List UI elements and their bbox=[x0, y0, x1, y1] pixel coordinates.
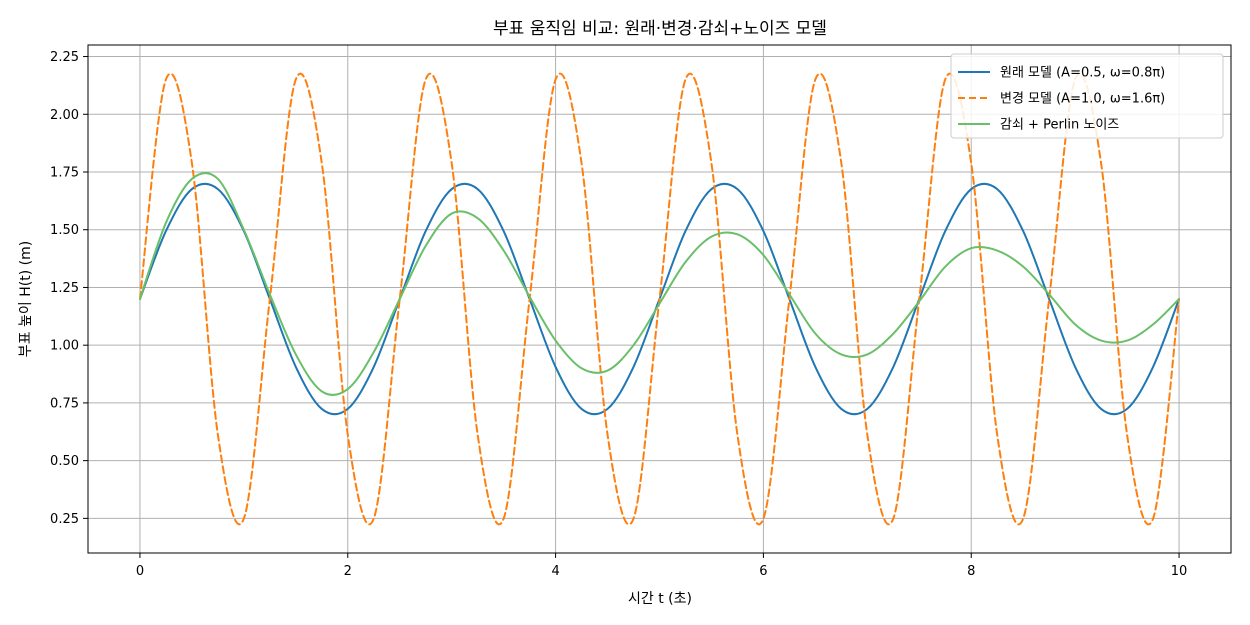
x-tick-label: 2 bbox=[344, 564, 352, 579]
y-tick-label: 0.25 bbox=[50, 512, 79, 527]
x-axis-label: 시간 t (초) bbox=[628, 591, 692, 607]
legend-label-1: 원래 모델 (A=0.5, ω=0.8π) bbox=[1000, 66, 1165, 81]
x-axis-ticks: 0 2 4 6 8 10 bbox=[136, 553, 1188, 579]
plot-frame bbox=[87, 44, 1232, 554]
x-tick-label: 6 bbox=[759, 564, 767, 579]
y-tick-label: 0.50 bbox=[50, 454, 79, 469]
y-axis-label: 부표 높이 H(t) (m) bbox=[18, 241, 34, 357]
legend-box bbox=[950, 53, 1224, 139]
y-tick-label: 1.50 bbox=[50, 223, 79, 238]
y-tick-label: 1.75 bbox=[50, 166, 79, 181]
x-tick-label: 8 bbox=[967, 564, 975, 579]
legend-label-2: 변경 모델 (A=1.0, ω=1.6π) bbox=[1000, 92, 1165, 107]
chart-title: 부표 움직임 비교: 원래·변경·감쇠+노이즈 모델 bbox=[493, 19, 827, 39]
x-tick-label: 0 bbox=[136, 564, 144, 579]
y-tick-label: 2.25 bbox=[50, 50, 79, 65]
y-tick-label: 1.00 bbox=[50, 339, 79, 354]
y-tick-label: 1.25 bbox=[50, 281, 79, 296]
series-layer bbox=[138, 72, 1181, 526]
y-tick-label: 0.75 bbox=[50, 396, 79, 411]
legend-label-3: 감쇠 + Perlin 노이즈 bbox=[1000, 118, 1119, 133]
y-axis-ticks: 0.25 0.50 0.75 1.00 1.25 1.50 1.75 2.00 2.25 bbox=[50, 50, 88, 527]
x-tick-label: 4 bbox=[551, 564, 559, 579]
series-line-3 bbox=[138, 172, 1181, 396]
y-tick-label: 2.00 bbox=[50, 108, 79, 123]
legend: 원래 모델 (A=0.5, ω=0.8π) 변경 모델 (A=1.0, ω=1.6… bbox=[950, 53, 1224, 139]
series-line-2 bbox=[138, 72, 1181, 526]
x-tick-label: 10 bbox=[1171, 564, 1188, 579]
